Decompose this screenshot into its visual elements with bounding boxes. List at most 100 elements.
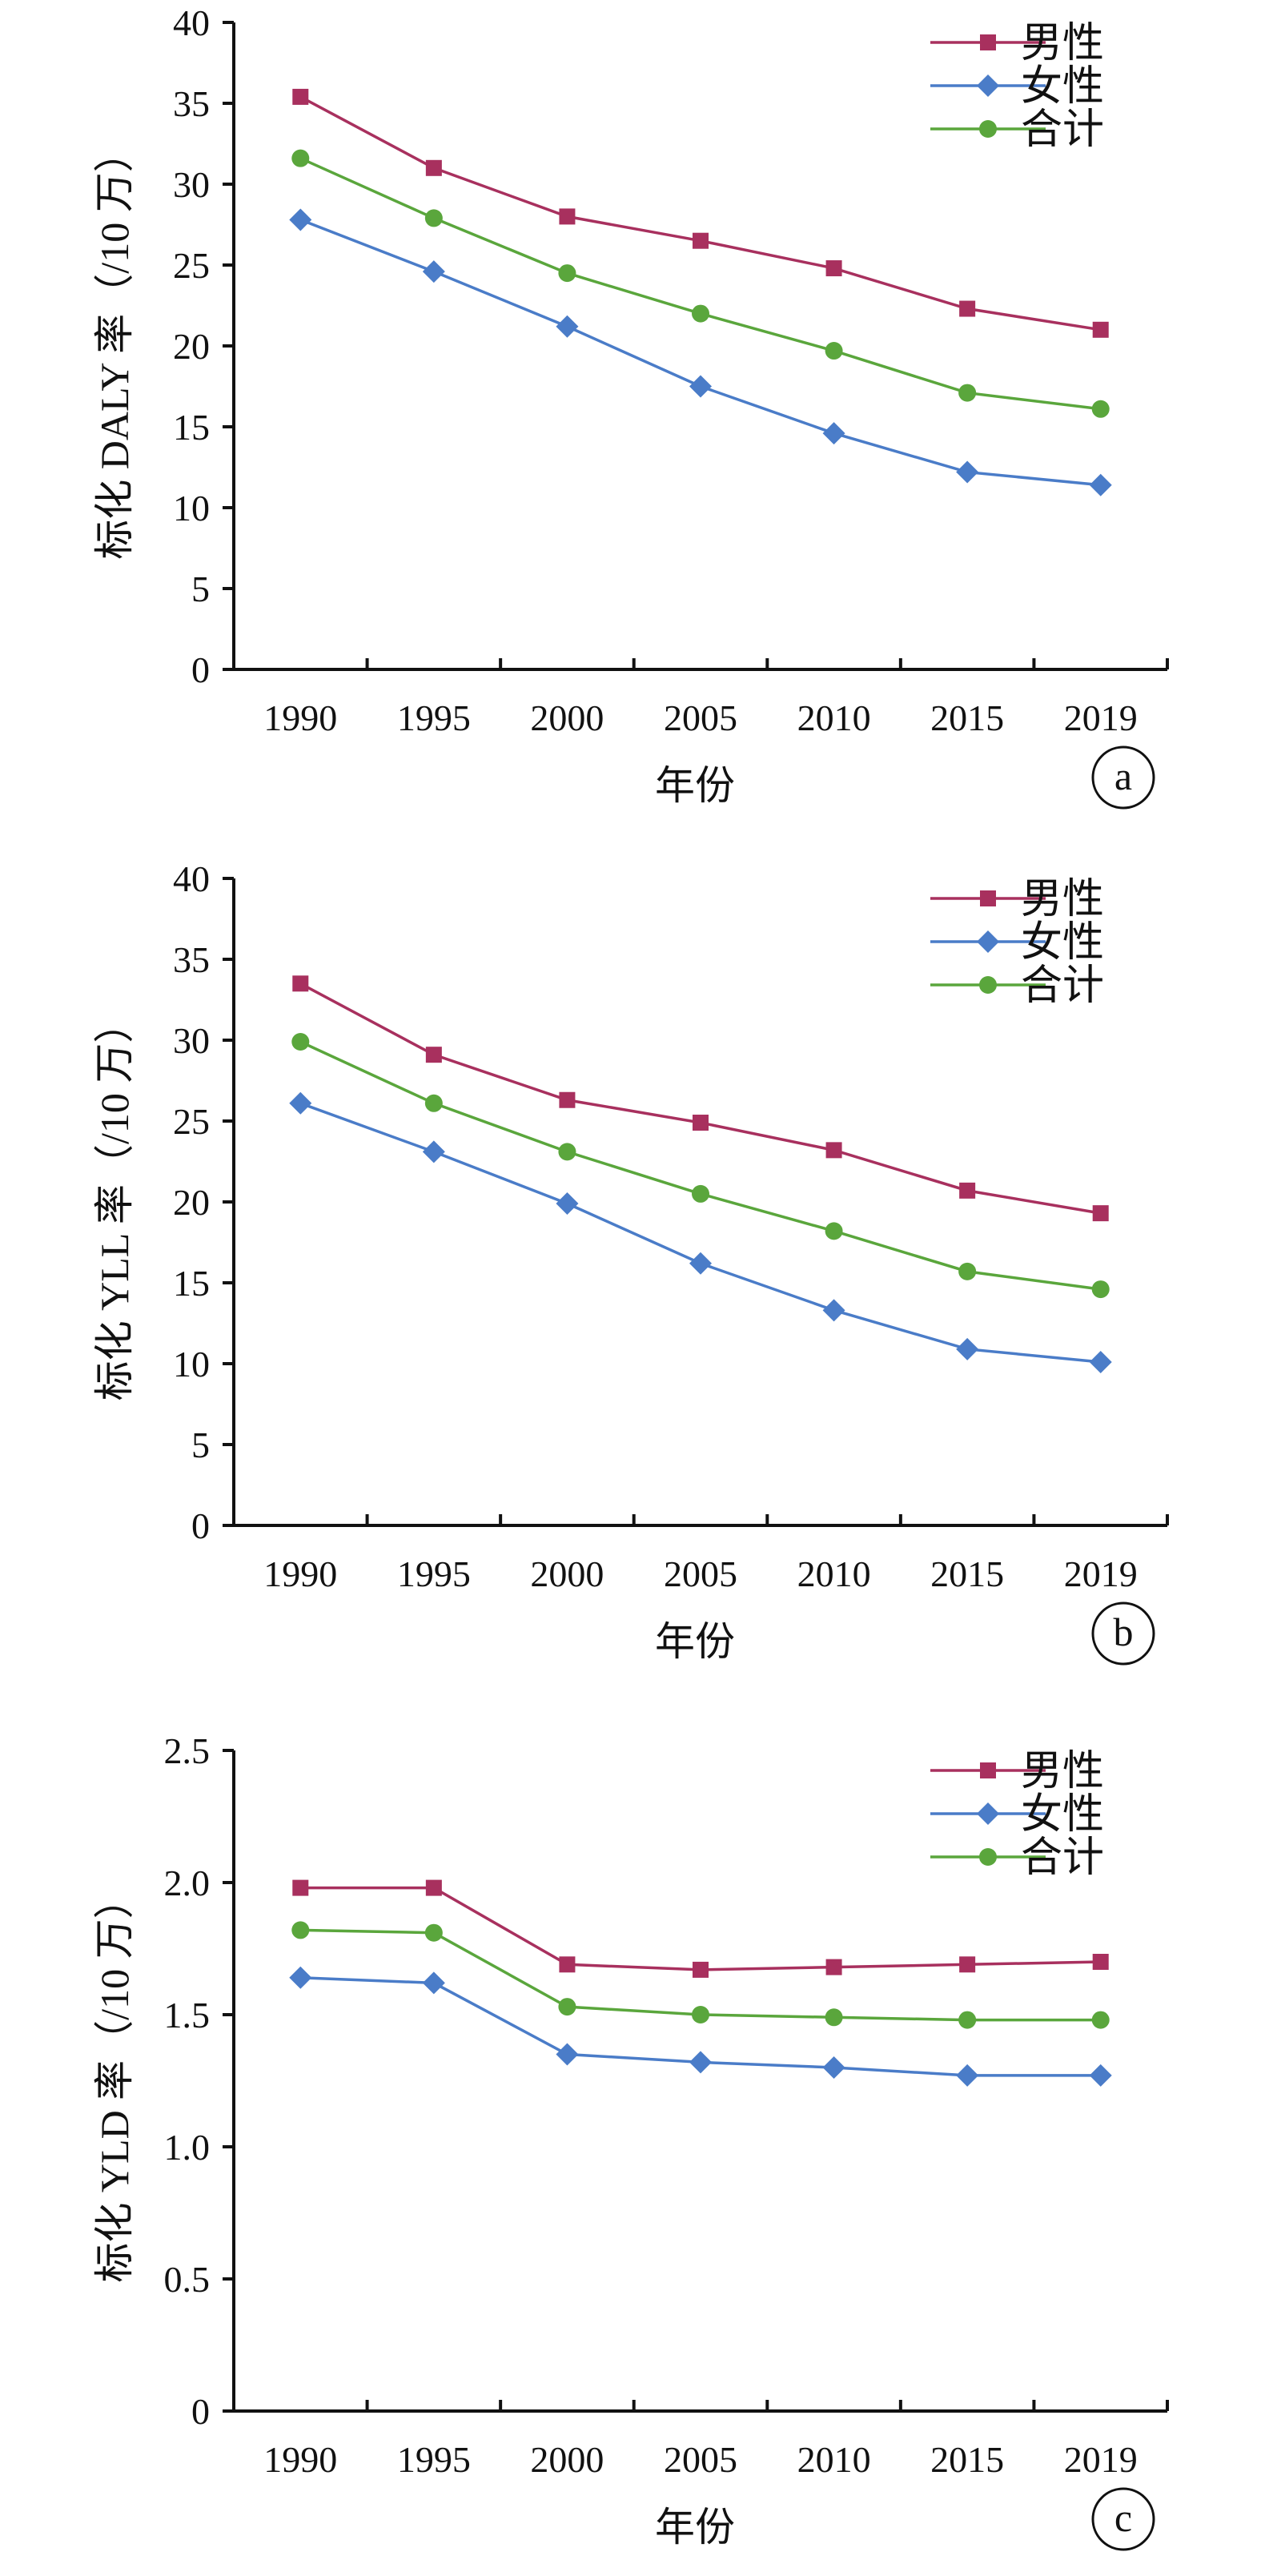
chart-panel-b: 0 5 10 15 20 25 30 35 40 1990 1995 2000 2005 2010 2015…	[92, 858, 1169, 1666]
data-point	[822, 422, 845, 445]
legend-entry: 合计	[930, 107, 1104, 153]
x-tick-label: 1995	[397, 2439, 471, 2480]
series-line	[299, 157, 1101, 411]
legend-entry: 女性	[930, 920, 1104, 966]
data-point	[689, 2051, 712, 2074]
series-circle	[291, 1921, 1110, 2029]
legend-marker	[977, 74, 999, 97]
series-line	[299, 218, 1101, 487]
data-point	[292, 1879, 309, 1896]
series-line	[300, 1886, 1101, 1971]
y-tick-label: 10	[173, 1344, 210, 1384]
data-point	[292, 975, 309, 992]
panel-label-circle	[1091, 2487, 1155, 2551]
x-tick-label: 1995	[397, 1553, 471, 1594]
data-point	[558, 264, 576, 283]
data-point	[556, 315, 579, 338]
legend-label: 合计	[1021, 107, 1104, 153]
y-tick-label: 0	[191, 649, 210, 690]
series-line	[299, 1102, 1101, 1364]
legend-label: 女性	[1021, 64, 1104, 110]
data-point	[424, 209, 443, 227]
data-point	[693, 1115, 709, 1131]
x-tick-label: 1995	[397, 697, 471, 738]
legend-label: 女性	[1021, 920, 1104, 966]
legend-entry: 男性	[930, 21, 1104, 66]
y-tick-label: 35	[173, 83, 210, 124]
data-point	[289, 208, 312, 231]
data-point	[959, 300, 976, 317]
x-tick-label: 2015	[930, 697, 1004, 738]
series-diamond	[289, 1966, 1112, 2087]
x-tick-label: 1990	[263, 2439, 337, 2480]
data-point	[425, 1879, 442, 1896]
legend-entry: 女性	[930, 1792, 1104, 1838]
x-tick-label: 2000	[530, 1553, 604, 1594]
data-point	[425, 1047, 442, 1063]
legend-marker	[979, 1848, 997, 1866]
data-point	[1089, 2064, 1112, 2087]
series-circle	[291, 1033, 1110, 1299]
legend-entry: 合计	[930, 963, 1104, 1009]
y-tick-label: 5	[191, 569, 210, 609]
data-point	[959, 1182, 976, 1199]
series-square	[292, 975, 1109, 1222]
y-tick-label: 0	[191, 2391, 210, 2432]
x-tick-label: 2000	[530, 2439, 604, 2480]
y-tick-label: 20	[173, 1182, 210, 1223]
panel-label: c	[1114, 2495, 1132, 2540]
data-point	[692, 2006, 709, 2023]
legend-label: 男性	[1021, 1749, 1104, 1794]
data-point	[958, 1262, 977, 1280]
series-square	[292, 1879, 1109, 1978]
y-axis-title: 标化 DALY 率（/10 万）	[92, 132, 137, 559]
legend-entry: 男性	[930, 1749, 1104, 1794]
data-point	[425, 159, 442, 176]
chart-panel-a: 0 5 10 15 20 25 30 35 40 1990 1995 2000 2005 2010 2015…	[92, 2, 1169, 810]
data-point	[959, 1956, 976, 1973]
data-point	[424, 1923, 443, 1942]
x-axis-title: 年份	[655, 763, 735, 808]
legend-label: 女性	[1021, 1792, 1104, 1838]
x-tick-label: 2015	[930, 2439, 1004, 2480]
data-point	[822, 1299, 845, 1322]
data-point	[958, 384, 977, 402]
legend-marker	[980, 890, 996, 906]
data-point	[689, 375, 712, 398]
data-point	[289, 1091, 312, 1115]
data-point	[291, 1033, 310, 1051]
y-tick-label: 10	[173, 488, 210, 528]
x-axis-title: 年份	[655, 2505, 735, 2550]
y-tick-label: 1.5	[164, 1995, 211, 2035]
data-point	[1089, 1350, 1112, 1373]
x-tick-label: 2019	[1064, 697, 1138, 738]
panel-label: b	[1114, 1609, 1134, 1654]
data-point	[692, 304, 709, 323]
y-tick-label: 15	[173, 1263, 210, 1304]
data-point	[692, 1184, 709, 1203]
y-tick-label: 15	[173, 407, 210, 448]
x-tick-label: 1990	[263, 697, 337, 738]
y-tick-label: 35	[173, 939, 210, 980]
legend-entry: 女性	[930, 64, 1104, 110]
legend-marker	[979, 120, 997, 138]
data-point	[956, 2064, 979, 2087]
y-axis-title: 标化 YLL 率（/10 万）	[92, 1003, 137, 1401]
x-tick-label: 2005	[664, 1553, 737, 1594]
y-tick-label: 20	[173, 326, 210, 367]
data-point	[558, 1143, 576, 1161]
data-point	[422, 1140, 445, 1163]
data-point	[559, 208, 576, 225]
data-point	[956, 1337, 979, 1360]
data-point	[291, 149, 310, 167]
y-tick-label: 30	[173, 164, 210, 205]
legend-marker	[977, 930, 999, 953]
data-point	[559, 1091, 576, 1108]
legend-label: 男性	[1021, 877, 1104, 922]
legend-label: 合计	[1021, 1835, 1104, 1881]
panel-label-circle	[1091, 1601, 1155, 1666]
y-tick-label: 5	[191, 1425, 210, 1465]
x-tick-label: 2010	[797, 697, 871, 738]
data-point	[422, 260, 445, 283]
data-point	[1092, 321, 1109, 338]
